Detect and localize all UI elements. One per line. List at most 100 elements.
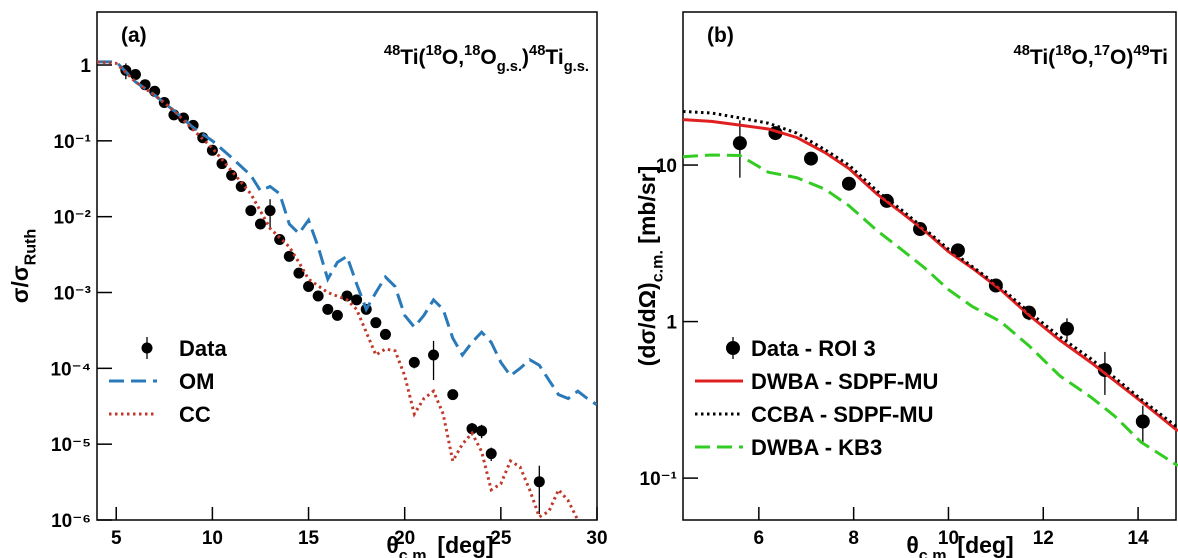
legend-marker [726,341,740,355]
data-point [379,328,391,340]
data-point [1059,321,1074,336]
curve [683,153,1178,467]
data-point [254,218,266,230]
y-axis-title: (dσ/dΩ)c.m. [mb/sr] [634,166,667,367]
text-part: O, [1072,46,1094,69]
data-point [476,425,488,437]
text-part: [mb/sr] [634,166,660,250]
data-point [341,290,353,302]
plot-area [97,60,597,520]
y-tick-label: 1 [80,56,91,77]
text-part: ) [522,46,529,69]
data-point [841,176,856,191]
data-point [226,169,238,181]
data-point [206,144,218,156]
text-part: g.s. [497,59,522,75]
data-point [408,356,420,368]
text-part: O [480,46,496,69]
plot-frame [682,11,1177,521]
annotation: 48Ti(18O,17O)49Ti [1014,43,1168,69]
y-tick-label: 10⁻³ [54,284,92,305]
y-axis-title: σ/σRuth [7,229,40,304]
y-tick-label: 10⁻⁵ [51,435,91,456]
text-part: Ti( [400,46,425,69]
y-tick-label: 10 [656,156,677,177]
text-part: 48 [1014,43,1030,59]
data-point [312,290,324,302]
y-tick-label: 10⁻¹ [640,469,678,490]
y-tick-label: 10⁻¹ [54,132,92,153]
x-tick-label: 10 [938,528,959,549]
text-part: 17 [1094,43,1110,59]
y-tick-label: 10⁻⁶ [51,511,91,532]
annotation: 48Ti(18O,18Og.s.)48Tig.s. [384,43,589,75]
legend-label: Data [179,336,227,361]
legend-label: DWBA - KB3 [751,435,882,460]
text-part: O) [1110,46,1133,69]
x-tick-label: 12 [1033,528,1054,549]
x-tick-label: 8 [848,528,859,549]
text-part: c.m. [649,250,667,282]
text-part: Ti [1150,46,1168,69]
x-tick-label: 10 [202,528,223,549]
y-tick-label: 10⁻⁴ [50,359,91,380]
x-tick-label: 6 [754,528,765,549]
text-part: Ti( [1030,46,1055,69]
curve [683,109,1178,429]
x-axis-title: θc.m. [deg] [906,532,1013,558]
y-tick-label: 10⁻² [54,208,92,229]
x-tick-label: 20 [394,528,415,549]
text-part: Ti [545,46,563,69]
data-point [533,476,545,488]
data-point [803,151,818,166]
data-point [485,448,497,460]
panel-label: (a) [121,24,147,47]
x-tick-label: 25 [490,528,512,549]
legend-label: DWBA - SDPF-MU [751,369,938,394]
legend-label: CCBA - SDPF-MU [751,402,934,427]
text-part: θ [906,532,918,558]
text-part: g.s. [564,59,589,75]
data-point [351,294,363,306]
data-point [732,136,747,151]
data-point [216,158,228,170]
text-part: 48 [529,43,545,59]
data-point [428,349,440,361]
text-part: 18 [464,43,480,59]
plot-area [683,109,1178,467]
data-point [466,423,478,435]
data-point [235,180,247,192]
text-part: c.m. [399,547,431,558]
x-axis-title: θc.m. [deg] [386,532,493,558]
panel-label: (b) [707,24,734,47]
x-tick-label: 14 [1128,528,1150,549]
text-part: 49 [1133,43,1149,59]
curve [97,60,580,520]
y-tick-label: 1 [666,313,677,334]
curve [97,60,597,407]
x-tick-label: 30 [586,528,607,549]
data-point [129,68,141,80]
legend-marker [141,342,153,354]
text-part: θ [386,532,398,558]
text-part: c.m. [919,547,951,558]
text-part: 18 [1055,43,1071,59]
data-point [331,309,343,321]
text-part: σ/σ [7,265,33,303]
data-point [264,205,276,217]
text-part: 48 [384,43,400,59]
text-part: Ruth [22,229,40,266]
legend-label: CC [179,402,211,427]
text-part: O, [442,46,464,69]
data-point [245,205,257,217]
data-point [447,389,459,401]
text-part: (dσ/dΩ) [634,282,660,366]
text-part: [deg] [951,532,1014,558]
data-point [322,303,334,315]
data-point [1135,414,1150,429]
plot-frame [96,11,598,521]
data-point [950,243,965,258]
data-point [283,250,295,262]
data-point [293,267,305,279]
